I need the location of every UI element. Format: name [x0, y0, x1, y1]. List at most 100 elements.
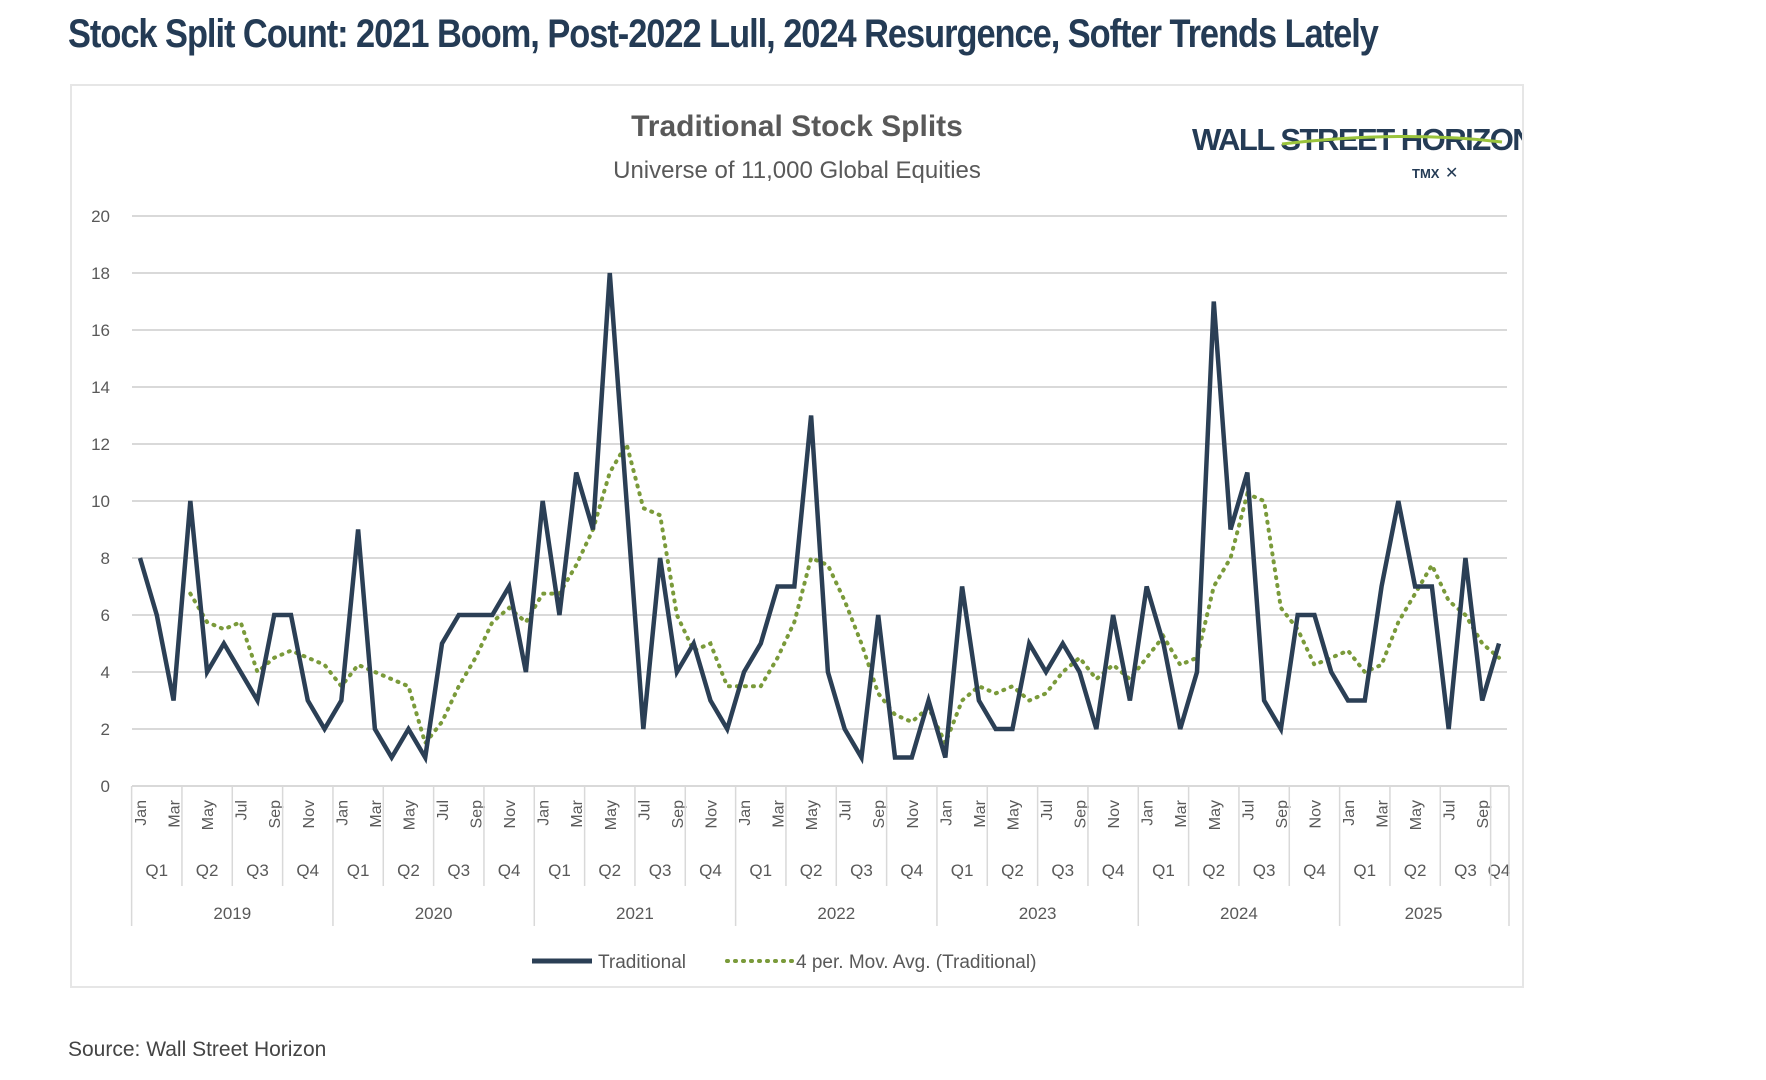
x-quarter-label: Q3 [1253, 861, 1276, 880]
y-tick-label: 20 [91, 207, 110, 226]
x-quarter-label: Q4 [1303, 861, 1326, 880]
chart-subtitle: Universe of 11,000 Global Equities [613, 157, 981, 184]
x-quarter-label: Q2 [397, 861, 420, 880]
x-month-label: Jan [536, 800, 553, 826]
x-quarter-label: Q1 [347, 861, 370, 880]
y-tick-label: 0 [101, 777, 110, 796]
x-quarter-label: Q2 [1404, 861, 1427, 880]
x-month-label: Mar [1173, 799, 1190, 827]
y-tick-label: 14 [91, 378, 110, 397]
x-month-label: May [804, 800, 821, 830]
chart: Traditional Stock Splits Universe of 11,0… [91, 110, 1535, 973]
x-quarter-label: Q3 [246, 861, 269, 880]
y-tick-label: 4 [101, 663, 110, 682]
x-quarter-label: Q2 [598, 861, 621, 880]
x-quarter-label: Q4 [498, 861, 521, 880]
y-tick-label: 12 [91, 435, 110, 454]
x-month-label: Sep [1073, 800, 1090, 829]
x-quarter-label: Q2 [800, 861, 823, 880]
x-quarter-label: Q1 [548, 861, 571, 880]
x-month-label: Nov [905, 800, 922, 828]
x-year-label: 2024 [1220, 904, 1258, 923]
y-tick-label: 6 [101, 606, 110, 625]
x-month-label: Sep [267, 800, 284, 829]
x-month-label: Sep [1274, 800, 1291, 829]
x-quarter-label: Q3 [447, 861, 470, 880]
x-month-label: May [1207, 800, 1224, 830]
x-month-label: Jan [737, 800, 754, 826]
x-quarter-label: Q3 [1454, 861, 1477, 880]
x-quarter-label: Q4 [699, 861, 722, 880]
x-quarter-label: Q2 [1001, 861, 1024, 880]
x-quarter-label: Q2 [196, 861, 219, 880]
x-month-label: Jan [133, 800, 150, 826]
x-month-label: Jan [1341, 800, 1358, 826]
x-month-label: Jul [636, 800, 653, 820]
moving-average-line [188, 438, 1501, 749]
x-quarter-label: Q3 [649, 861, 672, 880]
y-tick-label: 8 [101, 549, 110, 568]
x-month-label: Jan [938, 800, 955, 826]
x-month-label: Mar [771, 799, 788, 827]
source-note: Source: Wall Street Horizon [68, 1038, 327, 1061]
x-month-label: May [200, 800, 217, 830]
x-month-label: Nov [301, 800, 318, 828]
x-month-label: Mar [569, 799, 586, 827]
x-month-label: Sep [871, 800, 888, 829]
x-month-label: Sep [469, 800, 486, 829]
x-quarter-label: Q1 [145, 861, 168, 880]
x-month-label: Jan [1140, 800, 1157, 826]
x-quarter-label: Q1 [951, 861, 974, 880]
y-tick-label: 2 [101, 720, 110, 739]
x-month-label: Jul [1039, 800, 1056, 820]
x-month-label: May [1005, 800, 1022, 830]
x-month-label: Nov [502, 800, 519, 828]
x-quarter-label: Q2 [1202, 861, 1225, 880]
logo-swoosh [1281, 134, 1503, 146]
x-quarter-label: Q3 [850, 861, 873, 880]
x-month-label: Mar [167, 799, 184, 827]
x-month-label: Sep [1475, 800, 1492, 829]
y-tick-label: 16 [91, 321, 110, 340]
x-quarter-label: Q4 [1488, 861, 1511, 880]
x-year-label: 2025 [1405, 904, 1443, 923]
y-tick-label: 10 [91, 492, 110, 511]
x-month-label: Jul [1240, 800, 1257, 820]
x-quarter-label: Q1 [1152, 861, 1175, 880]
x-month-label: Jul [234, 800, 251, 820]
x-month-label: Mar [368, 799, 385, 827]
x-month-label: Jan [334, 800, 351, 826]
x-month-label: May [1408, 800, 1425, 830]
y-tick-label: 18 [91, 264, 110, 283]
x-month-label: May [603, 800, 620, 830]
chart-title: Traditional Stock Splits [631, 110, 963, 143]
x-month-label: May [401, 800, 418, 830]
x-month-label: Nov [703, 800, 720, 828]
legend-label-moving-average: 4 per. Mov. Avg. (Traditional) [796, 952, 1036, 973]
x-month-label: Nov [1307, 800, 1324, 828]
x-quarter-label: Q4 [900, 861, 923, 880]
x-year-label: 2019 [213, 904, 251, 923]
x-quarter-label: Q3 [1051, 861, 1074, 880]
x-year-label: 2020 [415, 904, 453, 923]
legend-label-traditional: Traditional [598, 952, 686, 973]
x-month-label: Jul [838, 800, 855, 820]
logo-tmx: TMX [1412, 166, 1440, 181]
headline: Stock Split Count: 2021 Boom, Post-2022 … [68, 12, 1379, 56]
x-month-label: Mar [972, 799, 989, 827]
x-year-label: 2023 [1019, 904, 1057, 923]
x-month-label: Sep [670, 800, 687, 829]
x-month-label: Jul [1442, 800, 1459, 820]
logo-x-icon: ✕ [1445, 165, 1458, 182]
x-year-label: 2021 [616, 904, 654, 923]
x-quarter-label: Q4 [296, 861, 319, 880]
x-quarter-label: Q1 [749, 861, 772, 880]
x-year-label: 2022 [817, 904, 855, 923]
x-month-label: Jul [435, 800, 452, 820]
x-quarter-label: Q1 [1353, 861, 1376, 880]
x-quarter-label: Q4 [1102, 861, 1125, 880]
chart-panel: Traditional Stock Splits Universe of 11,0… [70, 84, 1535, 988]
x-month-label: Nov [1106, 800, 1123, 828]
x-month-label: Mar [1375, 799, 1392, 827]
traditional-line [137, 272, 1502, 765]
